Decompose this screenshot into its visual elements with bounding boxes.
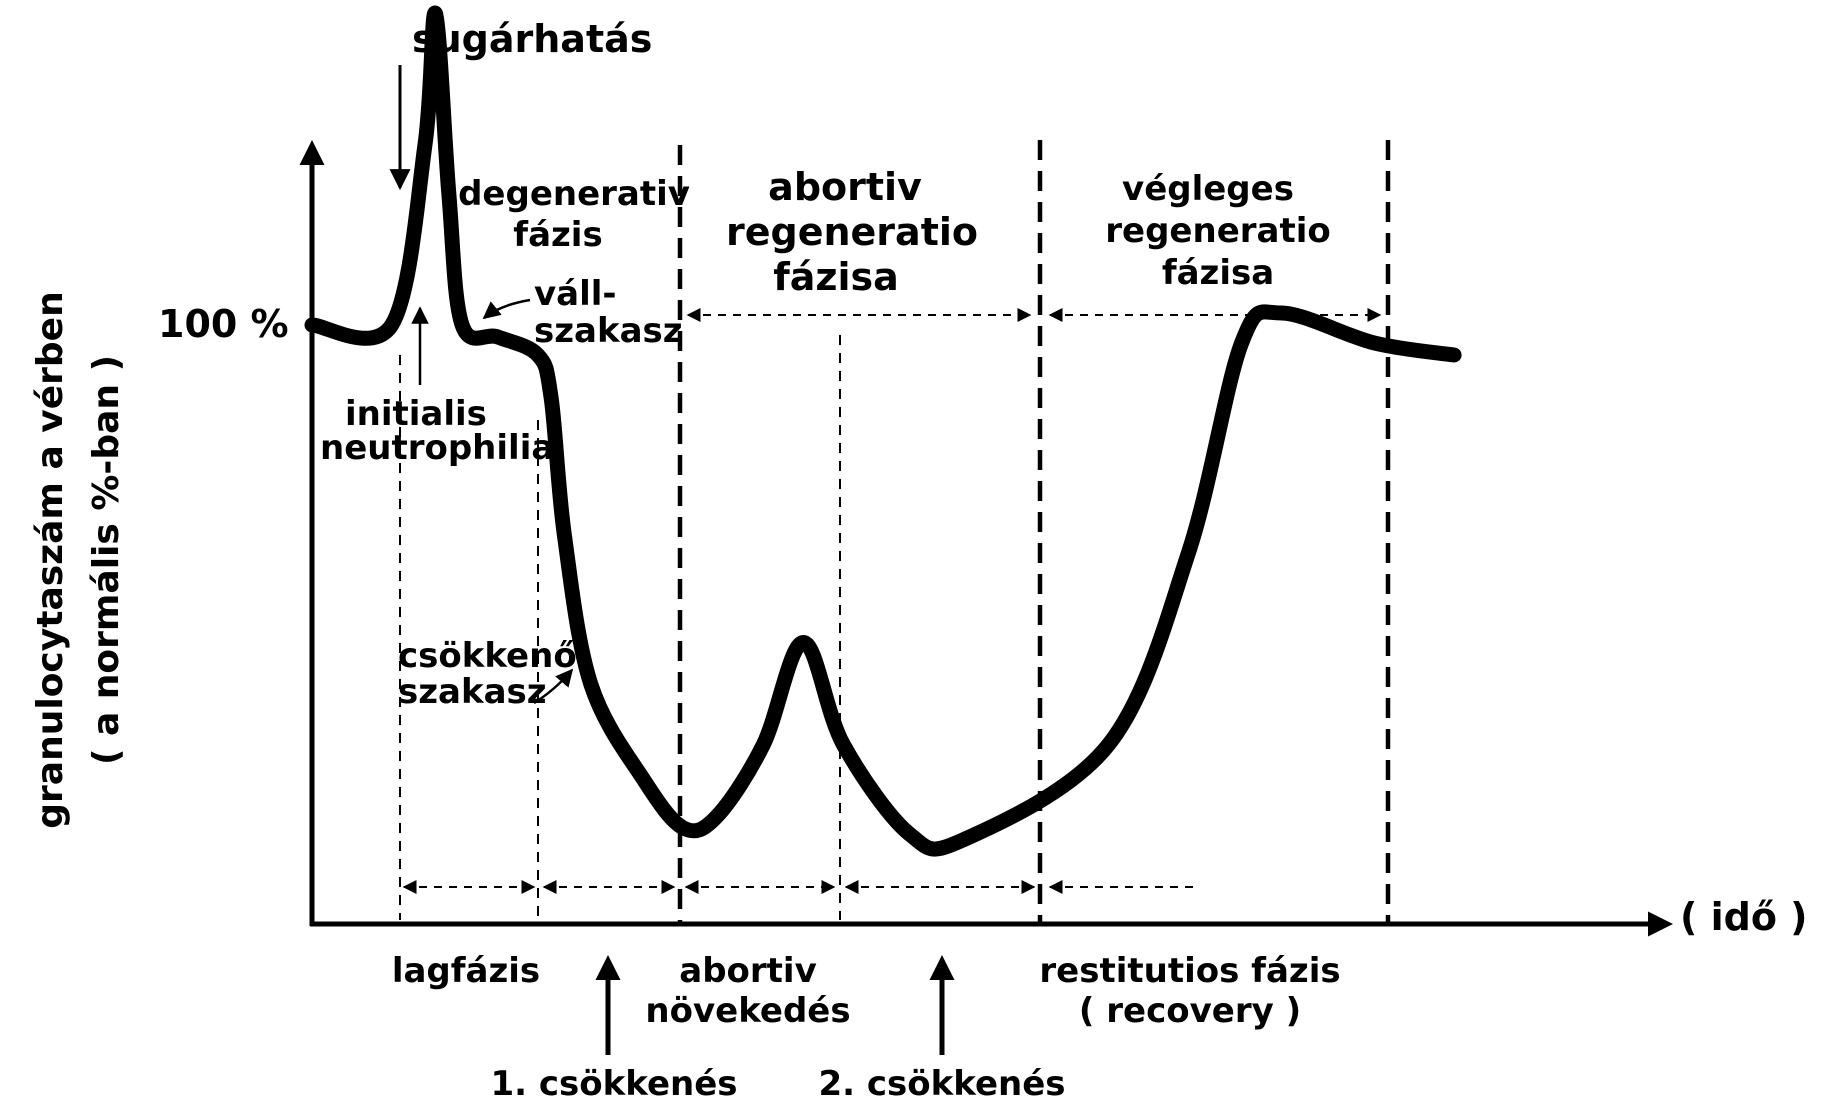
y-axis-label-line1: granulocytaszám a vérben [30,291,71,828]
label-csokkenes2: 2. csökkenés [818,1064,1065,1102]
x-axis-label: ( idő ) [1680,895,1808,939]
label-abortiv-regen-2: regeneratio [726,210,978,254]
label-initialis-1: initialis [345,394,487,434]
csokkeno-pointer [533,668,574,705]
y-reference-label: 100 % [158,302,289,346]
label-csokkeno-1: csökkenő [398,636,577,676]
label-vegleges-3: fázisa [1162,253,1274,293]
label-abortiv-noveked-1: abortiv [679,951,816,991]
label-csokkeno-2: szakasz [398,672,547,712]
label-vall-2: szakasz [534,311,683,351]
label-csokkenes1: 1. csökkenés [490,1064,737,1102]
series-line [304,5,1462,857]
label-abortiv-regen-1: abortiv [768,165,922,209]
y-axis-label-line2: ( a normális %-ban ) [86,355,127,765]
label-abortiv-regen-3: fázisa [773,255,899,299]
label-vegleges-1: végleges [1122,169,1294,209]
label-vall-1: váll- [534,274,617,314]
vall-pointer [482,298,531,320]
label-sugarhatas: sugárhatás [412,17,652,61]
label-vegleges-2: regeneratio [1105,211,1330,251]
label-degen-2: fázis [513,215,602,255]
label-initialis-2: neutrophilia [320,428,554,468]
label-lagfazis: lagfázis [392,951,540,991]
label-restitutios-1: restitutios fázis [1039,951,1340,991]
label-restitutios-2: ( recovery ) [1079,991,1301,1031]
label-abortiv-noveked-2: növekedés [645,991,850,1031]
label-degen-1: degenerativ [458,174,690,214]
